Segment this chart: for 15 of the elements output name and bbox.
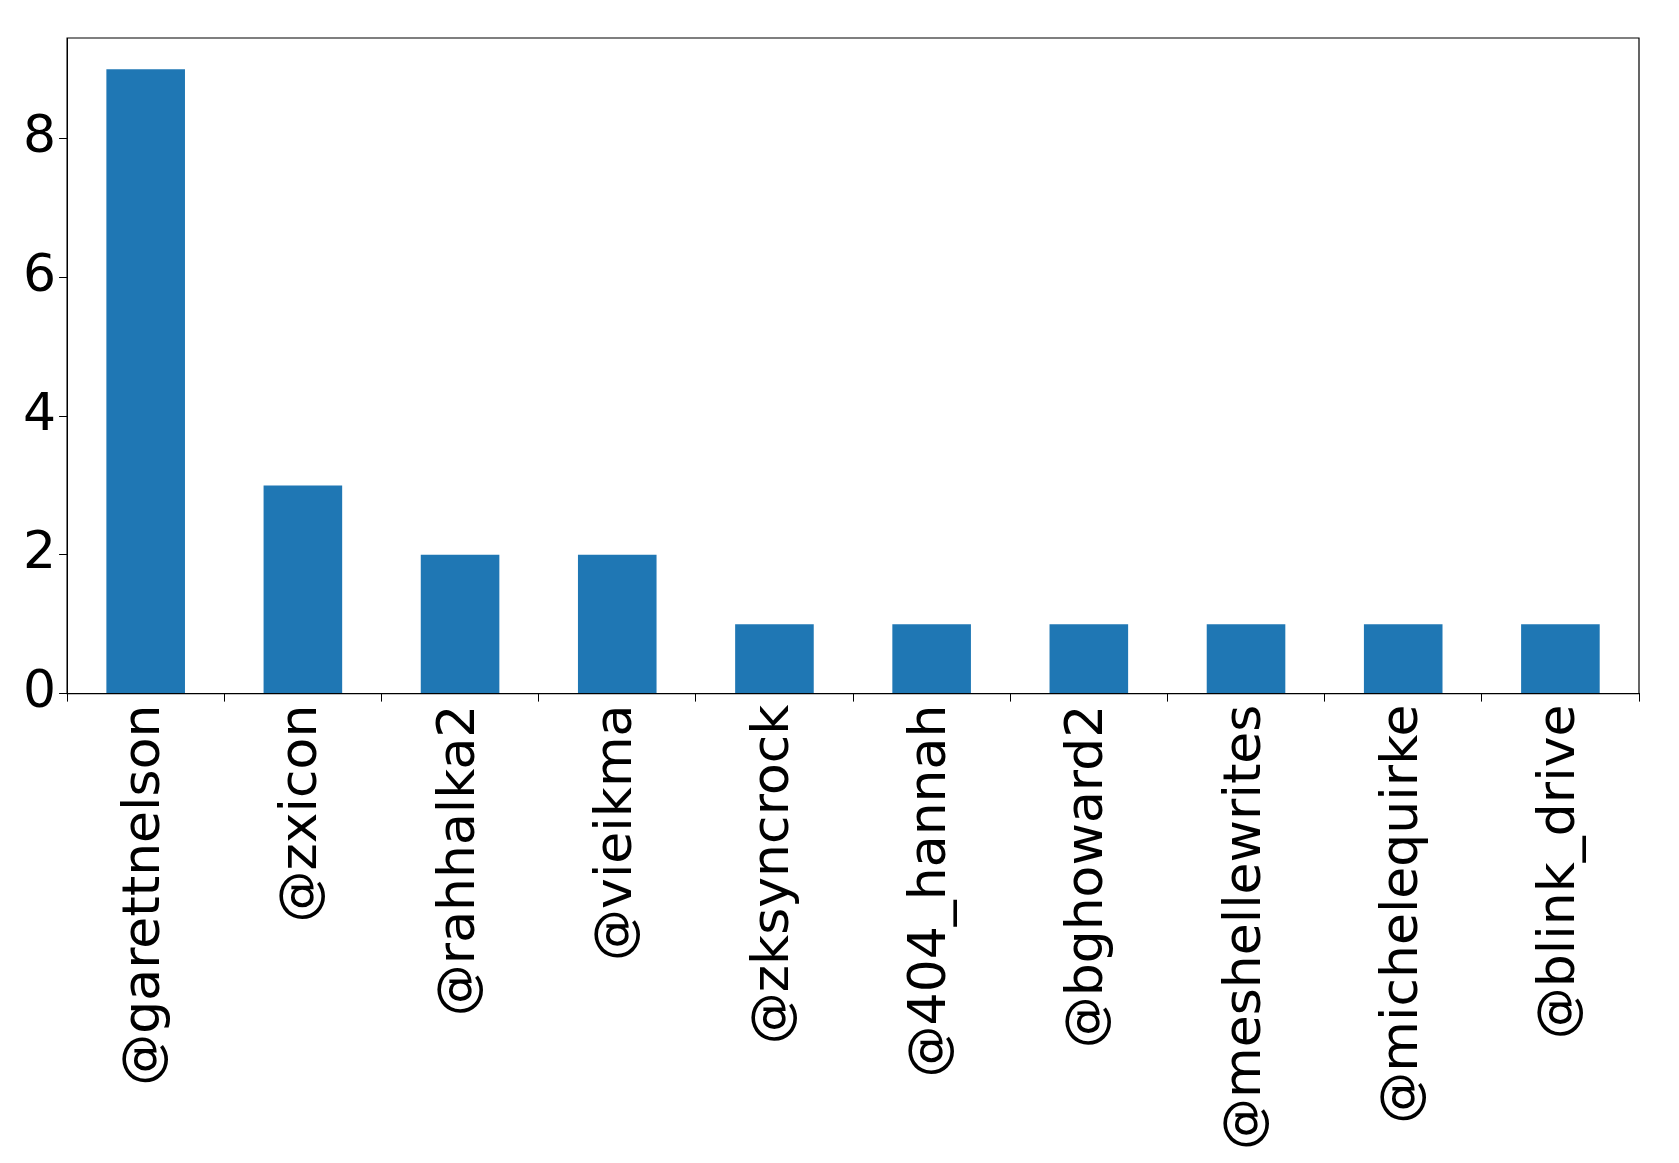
x-tick-label: @zxicon [268,704,329,923]
x-tick-label: @bghoward2 [1054,704,1115,1049]
y-tick-label: 0 [22,659,57,720]
x-tick-label: @404_hannah [897,704,958,1078]
x-tick-label: @zksyncrock [739,704,800,1045]
x-tick-label: @michelequirke [1368,704,1429,1124]
y-tick-label: 2 [22,520,57,581]
x-tick-label: @garettnelson [111,704,172,1086]
y-tick-label: 8 [22,104,57,165]
x-tick-label: @rahhalka2 [425,704,486,1017]
x-tick-label: @blink_drive [1525,704,1586,1040]
y-tick-label: 6 [22,242,57,303]
y-tick-label: 4 [22,381,57,442]
x-tick-label: @meshellewrites [1211,704,1272,1150]
x-tick-label: @vieikma [582,704,643,961]
